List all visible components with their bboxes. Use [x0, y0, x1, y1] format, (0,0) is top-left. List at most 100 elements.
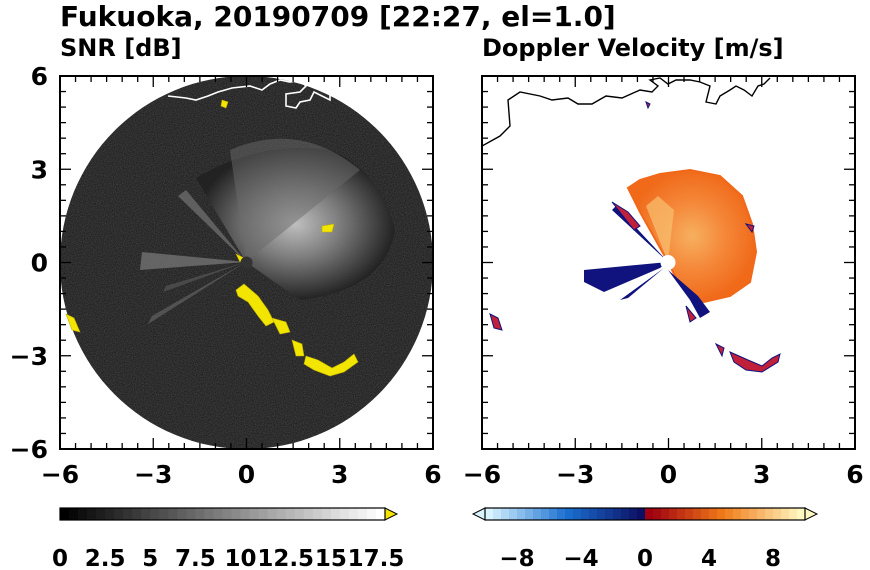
figure-title: Fukuoka, 20190709 [22:27, el=1.0] [60, 0, 616, 33]
velocity-colorbar-cell [725, 508, 734, 520]
x-tick-label: −6 [41, 460, 79, 489]
velocity-colorbar-cell [733, 508, 742, 520]
velocity-colorbar-cell [717, 508, 726, 520]
snr-colorbar-tick-label: 17.5 [348, 546, 405, 570]
snr-colorbar-cell [195, 508, 205, 520]
velocity-colorbar-cell [589, 508, 598, 520]
x-tick-label: 0 [238, 460, 255, 489]
velocity-colorbar-cell [629, 508, 638, 520]
snr-colorbar-labels: 0 2.5 5 7.5 10 12.5 15 17.5 [52, 546, 404, 570]
velocity-colorbar-cell [621, 508, 630, 520]
velocity-colorbar-tick-label: 0 [637, 546, 653, 570]
snr-colorbar-cell [96, 508, 106, 520]
velocity-colorbar-cell [765, 508, 774, 520]
velocity-colorbar-labels: −8 −4 0 4 8 [499, 546, 781, 570]
snr-colorbar-cell [177, 508, 187, 520]
y-tick-label: 0 [31, 249, 48, 278]
velocity-colorbar-cell [485, 508, 494, 520]
x-tick-label: −3 [134, 460, 172, 489]
snr-colorbar-tick-label: 10 [225, 546, 257, 570]
snr-colorbar [59, 507, 399, 521]
snr-colorbar-cell [186, 508, 196, 520]
snr-colorbar-tick-label: 0 [52, 546, 68, 570]
snr-colorbar-cell [78, 508, 88, 520]
velocity-colorbar-extend-high [804, 507, 819, 521]
snr-colorbar-cell [222, 508, 232, 520]
velocity-coastline [482, 77, 771, 147]
velocity-colorbar-cell [549, 508, 558, 520]
velocity-colorbar-tick-label: 4 [701, 546, 717, 570]
snr-colorbar-cell [150, 508, 160, 520]
snr-colorbar-cell [105, 508, 115, 520]
snr-beam-spoke [178, 190, 246, 262]
velocity-colorbar-cell [781, 508, 790, 520]
snr-colorbar-cell [321, 508, 332, 520]
velocity-colorbar-cell [773, 508, 782, 520]
velocity-colorbar-cell [749, 508, 758, 520]
snr-colorbar-cell [258, 508, 269, 520]
velocity-colorbar-cell [685, 508, 694, 520]
snr-colorbar-cell [339, 508, 350, 520]
snr-colorbar-tick-label: 2.5 [85, 546, 126, 570]
velocity-colorbar-tick-label: −8 [499, 546, 534, 570]
velocity-colorbar-cell [501, 508, 510, 520]
snr-colorbar-cell [132, 508, 142, 520]
snr-colorbar-cell [366, 508, 377, 520]
velocity-axis-labels: −6 −3 0 3 6 [463, 460, 864, 489]
velocity-colorbar-cell [581, 508, 590, 520]
velocity-colorbar-cell [741, 508, 750, 520]
velocity-colorbar-cell [661, 508, 670, 520]
velocity-colorbar-cell [517, 508, 526, 520]
snr-beam-spoke [148, 262, 246, 324]
velocity-axis-ticks [481, 75, 856, 450]
velocity-panel: −6 −3 0 3 6 [463, 75, 864, 489]
velocity-colorbar-cell [557, 508, 566, 520]
snr-beam-spoke [140, 252, 246, 270]
velocity-colorbar-cell [597, 508, 606, 520]
snr-colorbar-cell [69, 508, 79, 520]
snr-clutter [65, 99, 359, 377]
velocity-colorbar-cell [525, 508, 534, 520]
snr-colorbar-extend [384, 507, 399, 521]
velocity-colorbar-tick-label: −4 [563, 546, 598, 570]
velocity-colorbar-cell [701, 508, 710, 520]
snr-colorbar-cell [267, 508, 278, 520]
x-tick-label: −6 [463, 460, 501, 489]
x-tick-label: 6 [424, 460, 441, 489]
velocity-colorbar-cell [677, 508, 686, 520]
snr-colorbar-tick-label: 15 [315, 546, 347, 570]
snr-colorbar-cell [357, 508, 368, 520]
velocity-colorbar-cell [669, 508, 678, 520]
x-tick-label: 3 [753, 460, 770, 489]
velocity-colorbar-cell [709, 508, 718, 520]
velocity-colorbar [471, 507, 819, 521]
snr-colorbar-cell [294, 508, 305, 520]
snr-axis-ticks [59, 75, 434, 450]
velocity-clutter [489, 101, 781, 373]
snr-colorbar-cell [375, 508, 386, 520]
snr-axis-labels: −6 −3 0 3 6 6 3 0 −3 −6 [10, 62, 442, 489]
velocity-colorbar-cell [533, 508, 542, 520]
snr-coastline [167, 79, 339, 109]
velocity-colorbar-cell [573, 508, 582, 520]
snr-colorbar-cell [114, 508, 124, 520]
snr-colorbar-cell [159, 508, 169, 520]
x-tick-label: −3 [556, 460, 594, 489]
y-tick-label: 3 [31, 155, 48, 184]
velocity-colorbar-cell [645, 508, 654, 520]
velocity-colorbar-cell [757, 508, 766, 520]
velocity-colorbar-cell [541, 508, 550, 520]
snr-colorbar-cell [87, 508, 97, 520]
velocity-colorbar-cell [789, 508, 798, 520]
velocity-colorbar-cell [653, 508, 662, 520]
snr-colorbar-cell [231, 508, 241, 520]
velocity-colorbar-cell [797, 508, 806, 520]
y-tick-label: 6 [31, 62, 48, 91]
velocity-colorbar-extend-low [471, 507, 486, 521]
snr-colorbar-tick-label: 5 [142, 546, 158, 570]
velocity-colorbar-cell [693, 508, 702, 520]
snr-colorbar-cell [213, 508, 223, 520]
velocity-colorbar-tick-label: 8 [765, 546, 781, 570]
velocity-colorbar-cell [613, 508, 622, 520]
